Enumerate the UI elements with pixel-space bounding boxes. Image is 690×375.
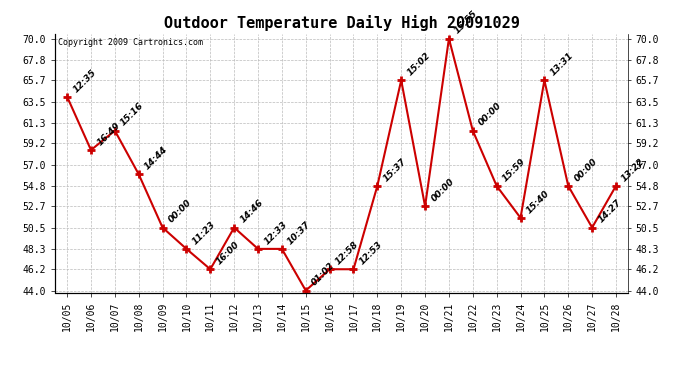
Text: 13:31: 13:31 [549,51,575,78]
Text: Copyright 2009 Cartronics.com: Copyright 2009 Cartronics.com [58,38,203,46]
Text: 14:46: 14:46 [238,198,265,225]
Text: 12:58: 12:58 [334,240,360,267]
Text: 11:23: 11:23 [190,219,217,246]
Text: 15:02: 15:02 [405,51,432,78]
Text: 01:02: 01:02 [310,261,337,288]
Text: 12:53: 12:53 [357,240,384,267]
Text: 16:00: 16:00 [215,240,241,267]
Text: 16:49: 16:49 [95,121,121,147]
Text: 15:59: 15:59 [501,156,527,183]
Text: 00:00: 00:00 [573,156,599,183]
Text: 00:00: 00:00 [477,101,504,128]
Text: 13:22: 13:22 [620,156,647,183]
Text: 15:37: 15:37 [382,156,408,183]
Text: 15:55: 15:55 [453,9,480,36]
Text: 12:33: 12:33 [262,219,289,246]
Text: 14:44: 14:44 [143,145,170,171]
Text: 15:40: 15:40 [524,189,551,215]
Text: 15:16: 15:16 [119,101,146,128]
Title: Outdoor Temperature Daily High 20091029: Outdoor Temperature Daily High 20091029 [164,15,520,31]
Text: 14:27: 14:27 [596,198,623,225]
Text: 10:37: 10:37 [286,219,313,246]
Text: 12:35: 12:35 [71,68,98,94]
Text: 00:00: 00:00 [429,177,456,204]
Text: 00:00: 00:00 [167,198,193,225]
